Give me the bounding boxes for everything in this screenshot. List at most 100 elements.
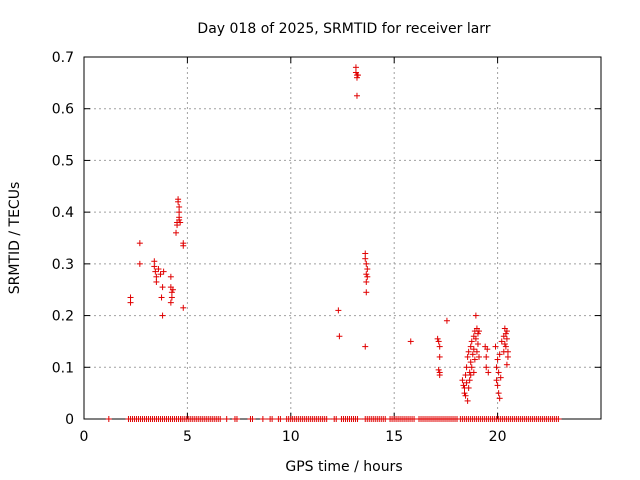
data-point: [459, 377, 466, 384]
data-point-zero: [105, 416, 112, 422]
data-point: [177, 219, 184, 226]
data-point: [167, 273, 174, 280]
data-point: [468, 338, 475, 345]
data-point: [484, 346, 491, 353]
data-point: [355, 72, 362, 79]
y-tick-label: 0.4: [52, 205, 74, 221]
data-point: [136, 240, 143, 247]
data-point: [483, 364, 490, 371]
data-point: [435, 338, 442, 345]
zero-value-band: [259, 416, 267, 422]
data-point: [168, 289, 175, 296]
data-point: [464, 353, 471, 360]
data-point: [463, 379, 470, 386]
data-point: [434, 335, 441, 342]
data-point: [474, 330, 481, 337]
y-tick-label: 0.2: [52, 309, 74, 325]
data-point: [167, 299, 174, 306]
zero-value-band: [247, 416, 256, 422]
data-point: [127, 294, 134, 301]
data-point: [362, 343, 369, 350]
data-markers: [105, 64, 562, 422]
data-point: [157, 271, 164, 278]
data-point: [503, 328, 510, 335]
data-point: [467, 343, 474, 350]
data-point: [464, 397, 471, 404]
data-point: [159, 284, 166, 291]
data-point: [474, 341, 481, 348]
data-point: [436, 372, 443, 379]
zero-value-band: [125, 416, 185, 422]
zero-value-band: [416, 416, 462, 422]
data-point: [471, 356, 478, 363]
data-point: [462, 392, 469, 399]
y-tick-label: 0.5: [52, 153, 74, 169]
data-point: [362, 255, 369, 262]
data-point: [160, 268, 167, 275]
data-point: [504, 348, 511, 355]
data-point: [475, 353, 482, 360]
data-point: [473, 348, 480, 355]
data-point: [173, 229, 180, 236]
data-point: [502, 343, 509, 350]
data-point: [176, 216, 183, 223]
data-point: [497, 374, 504, 381]
x-tick-label: 15: [385, 429, 403, 445]
data-point: [159, 312, 166, 319]
data-point: [362, 250, 369, 257]
data-point: [495, 390, 502, 397]
data-point: [493, 377, 500, 384]
zero-value-band: [275, 416, 284, 422]
data-point: [436, 353, 443, 360]
data-point: [495, 369, 502, 376]
data-point: [504, 353, 511, 360]
data-point: [494, 382, 501, 389]
data-point: [502, 330, 509, 337]
data-point: [469, 351, 476, 358]
zero-value-band: [457, 416, 562, 422]
zero-value-band: [179, 416, 224, 422]
data-point: [472, 335, 479, 342]
data-point: [467, 372, 474, 379]
data-point: [127, 299, 134, 306]
data-point: [335, 307, 342, 314]
y-tick-label: 0.6: [52, 102, 74, 118]
data-point: [501, 341, 508, 348]
data-point: [443, 317, 450, 324]
data-point: [153, 278, 160, 285]
zero-value-band: [331, 416, 340, 422]
x-tick-label: 0: [80, 429, 89, 445]
data-point: [466, 377, 473, 384]
data-point: [363, 289, 370, 296]
chart-title: Day 018 of 2025, SRMTID for receiver lar…: [197, 21, 490, 37]
data-point: [136, 260, 143, 267]
data-point: [155, 266, 162, 273]
data-point: [174, 222, 181, 229]
zero-value-band: [267, 416, 277, 422]
data-point: [463, 364, 470, 371]
data-point: [151, 263, 158, 270]
data-point: [435, 366, 442, 373]
x-axis-label: GPS time / hours: [285, 459, 402, 475]
data-point: [176, 209, 183, 216]
data-point: [493, 364, 500, 371]
axis-ticks: 0 0.1 0.2 0.3 0.4 0.5 0.6 0.7 0 5 10 15 20: [52, 50, 601, 445]
y-tick-label: 0: [65, 412, 74, 428]
x-tick-label: 20: [489, 429, 507, 445]
data-point: [364, 273, 371, 280]
data-point: [503, 361, 510, 368]
data-point: [462, 372, 469, 379]
data-point: [180, 242, 187, 249]
plot-frame: [83, 56, 602, 420]
data-point: [353, 74, 360, 81]
data-point: [151, 258, 158, 265]
data-point: [363, 278, 370, 285]
data-point: [364, 266, 371, 273]
x-tick-label: 10: [282, 429, 300, 445]
data-point: [467, 359, 474, 366]
data-point: [472, 312, 479, 319]
data-point: [468, 364, 475, 371]
data-point: [180, 304, 187, 311]
y-tick-label: 0.3: [52, 257, 74, 273]
